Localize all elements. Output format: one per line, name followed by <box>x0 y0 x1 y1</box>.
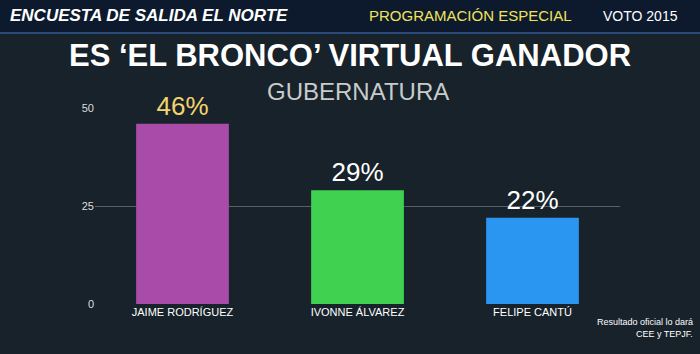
svg-text:VOTO 2015: VOTO 2015 <box>603 8 678 24</box>
svg-text:ES ‘EL BRONCO’ VIRTUAL GANADOR: ES ‘EL BRONCO’ VIRTUAL GANADOR <box>69 38 631 73</box>
svg-text:46%: 46% <box>156 91 208 121</box>
svg-text:22%: 22% <box>506 185 558 215</box>
svg-text:Resultado oficial lo dará: Resultado oficial lo dará <box>597 317 693 327</box>
svg-text:0: 0 <box>88 298 94 310</box>
svg-text:29%: 29% <box>331 157 383 187</box>
svg-text:IVONNE ÁLVAREZ: IVONNE ÁLVAREZ <box>311 306 405 318</box>
svg-text:ENCUESTA DE SALIDA EL NORTE: ENCUESTA DE SALIDA EL NORTE <box>10 6 288 25</box>
svg-text:FELIPE CANTÚ: FELIPE CANTÚ <box>493 306 572 318</box>
svg-text:JAIME RODRÍGUEZ: JAIME RODRÍGUEZ <box>132 306 234 318</box>
svg-text:50: 50 <box>82 102 94 114</box>
svg-text:PROGRAMACIÓN ESPECIAL: PROGRAMACIÓN ESPECIAL <box>369 7 572 24</box>
svg-text:25: 25 <box>82 200 94 212</box>
svg-text:CEE y TEPJF.: CEE y TEPJF. <box>636 329 693 339</box>
svg-text:GUBERNATURA: GUBERNATURA <box>267 78 449 105</box>
